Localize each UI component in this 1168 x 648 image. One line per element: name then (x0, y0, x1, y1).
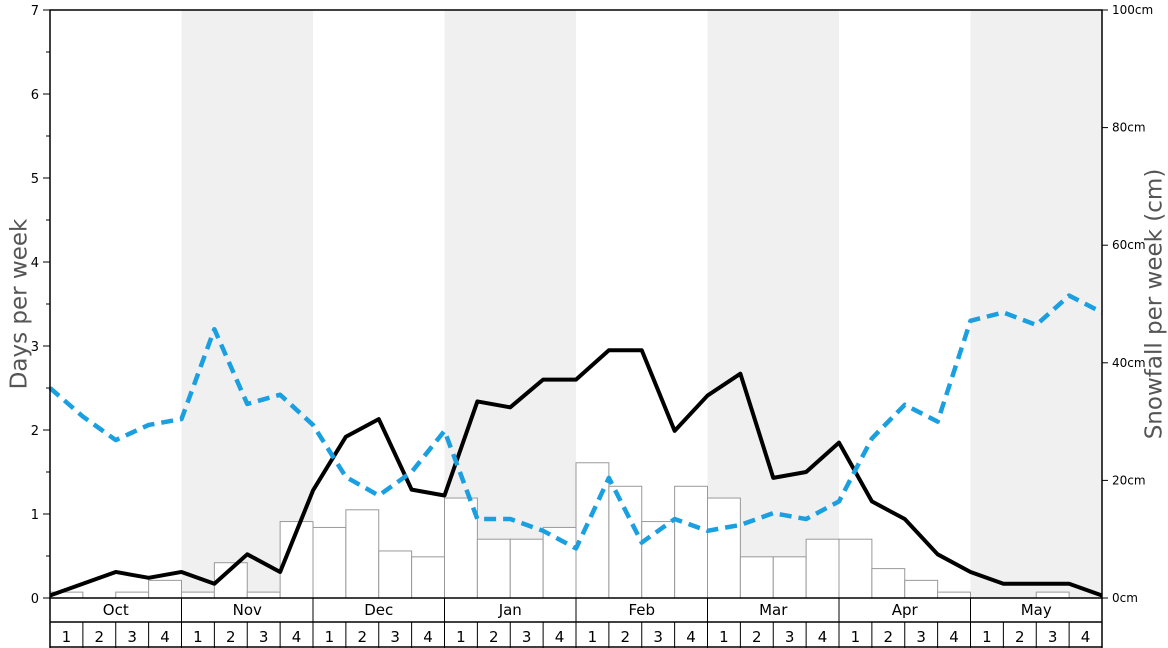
snowfall-bar (838, 538, 873, 599)
week-label: 1 (719, 628, 729, 646)
y-tick-label: 4 (31, 256, 39, 271)
y-tick-label: 2 (31, 424, 39, 439)
snowfall-bar (1035, 591, 1070, 599)
month-label: Nov (233, 601, 262, 619)
y-tick-label: 1 (31, 508, 39, 523)
snowfall-bar (641, 521, 676, 599)
line-series (48, 293, 1104, 598)
week-label: 3 (916, 628, 926, 646)
week-label: 2 (752, 628, 762, 646)
week-label: 4 (160, 628, 170, 646)
week-label: 2 (95, 628, 105, 646)
week-label: 3 (127, 628, 137, 646)
snowfall-bar (871, 568, 906, 599)
y-tick-label: 6 (31, 88, 39, 103)
y-tick-label: 5 (31, 172, 39, 187)
left-y-axis: 0 1 2 3 4 5 6 7 (31, 4, 50, 607)
snowfall-bar (608, 485, 643, 599)
week-label: 4 (423, 628, 433, 646)
y2-tick-label: 0cm (1112, 591, 1138, 605)
right-y-axis: 0cm 20cm 40cm 60cm 80cm 100cm (1102, 3, 1153, 605)
snowfall-bar (378, 550, 413, 599)
week-label: 4 (686, 628, 696, 646)
solid-line-series (49, 348, 1103, 598)
week-label: 1 (193, 628, 203, 646)
week-label: 2 (226, 628, 236, 646)
week-label: 1 (325, 628, 335, 646)
week-label: 3 (1048, 628, 1058, 646)
snowfall-bar (937, 591, 971, 599)
snowfall-bar (739, 556, 774, 599)
snowfall-bar (575, 462, 610, 599)
week-label: 1 (62, 628, 72, 646)
week-label: 1 (851, 628, 861, 646)
month-shading (181, 10, 1102, 598)
y-tick-label: 3 (31, 340, 39, 355)
y2-axis-label: Snowfall per week (cm) (1142, 169, 1168, 440)
snowfall-bar (246, 591, 281, 599)
snowfall-bar (411, 556, 445, 599)
y-tick-label: 0 (31, 592, 39, 607)
week-label: 2 (358, 628, 368, 646)
week-label: 4 (1081, 628, 1091, 646)
snowfall-bar (148, 579, 182, 599)
y2-tick-label: 80cm (1112, 121, 1146, 135)
week-label: 3 (785, 628, 795, 646)
week-label: 2 (1015, 628, 1025, 646)
week-label: 1 (456, 628, 466, 646)
week-label: 2 (621, 628, 631, 646)
week-label: 3 (522, 628, 532, 646)
week-label: 1 (588, 628, 598, 646)
y-tick-label: 7 (31, 4, 39, 19)
week-label: 2 (884, 628, 894, 646)
y2-tick-label: 40cm (1112, 356, 1146, 370)
week-label: 2 (489, 628, 499, 646)
snowfall-bar (115, 591, 150, 599)
week-label: 3 (390, 628, 400, 646)
week-label: 4 (818, 628, 828, 646)
month-label: Oct (103, 601, 129, 619)
y2-tick-label: 100cm (1112, 3, 1153, 17)
x-axis: Oct 1 2 3 4 Nov 1 2 3 4 Dec 1 2 3 4 Jan 1 2 3 4 Feb 1 2 3 4 Mar 1 2… (49, 598, 1103, 648)
y2-tick-label: 20cm (1112, 473, 1146, 487)
dashed-line-series (48, 293, 1104, 551)
week-label: 4 (555, 628, 565, 646)
week-label: 3 (259, 628, 269, 646)
snowfall-bar (707, 497, 741, 599)
snowfall-bar (444, 497, 478, 599)
month-shade-nov (181, 10, 313, 598)
week-label: 3 (653, 628, 663, 646)
snowfall-bar (345, 509, 380, 599)
snowfall-bars (49, 462, 1070, 599)
snowfall-bar (509, 538, 544, 599)
snowfall-bar (312, 526, 347, 599)
y2-tick-label: 60cm (1112, 238, 1146, 252)
week-label: 4 (949, 628, 959, 646)
snowfall-bar (181, 591, 215, 599)
snowfall-bar (674, 485, 708, 599)
month-shade-may (970, 10, 1102, 598)
month-label: Mar (759, 601, 788, 619)
snowfall-bar (904, 579, 939, 599)
month-label: Apr (892, 601, 919, 619)
month-label: Dec (364, 601, 393, 619)
week-label: 1 (982, 628, 992, 646)
snowfall-bar (476, 538, 511, 599)
snowfall-bar (805, 538, 840, 599)
y-axis-label: Days per week (7, 218, 33, 389)
week-label: 4 (292, 628, 302, 646)
month-label: Feb (628, 601, 655, 619)
snowfall-bar (772, 556, 807, 599)
month-label: May (1021, 601, 1052, 619)
month-label: Jan (498, 601, 522, 619)
